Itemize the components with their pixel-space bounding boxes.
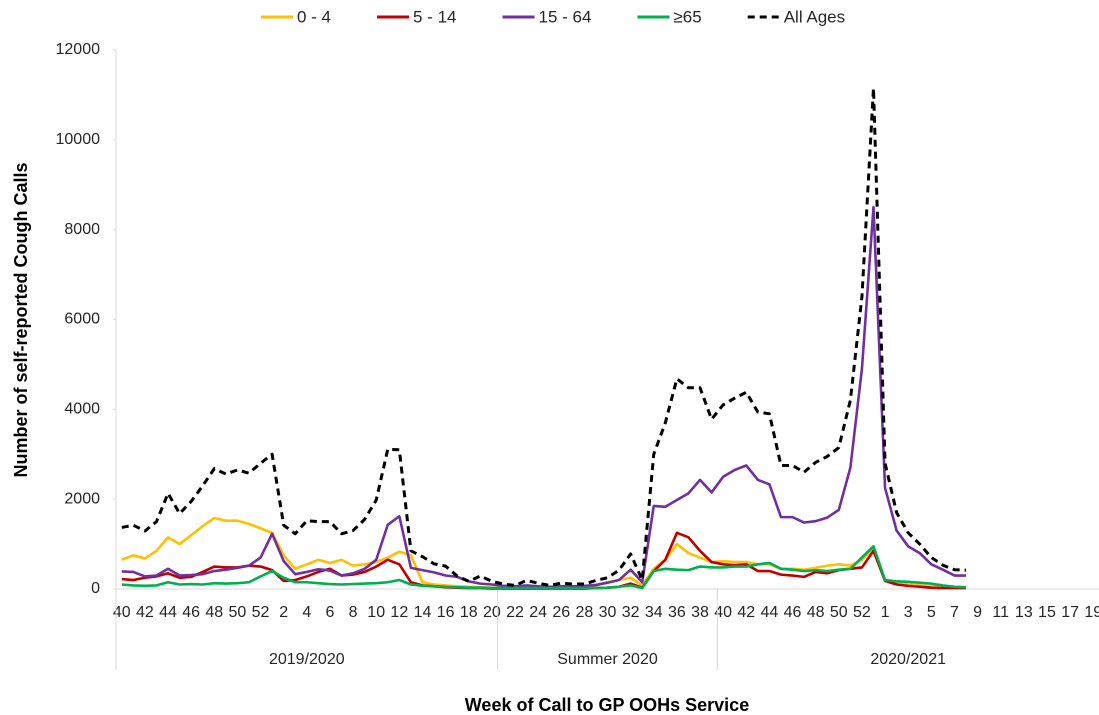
x-tick-label: 12 (390, 604, 408, 621)
x-tick-label: 18 (460, 604, 478, 621)
group-label: 2019/2020 (269, 651, 345, 668)
group-label: Summer 2020 (557, 651, 658, 668)
x-tick-label: 48 (807, 604, 825, 621)
x-tick-label: 50 (229, 604, 247, 621)
x-tick-label: 4 (302, 604, 311, 621)
legend-label: 15 - 64 (539, 7, 592, 26)
x-tick-label: 22 (506, 604, 524, 621)
x-tick-label: 34 (645, 604, 663, 621)
x-tick-label: 6 (325, 604, 334, 621)
x-tick-label: 16 (437, 604, 455, 621)
legend-label: ≥65 (673, 7, 701, 26)
x-tick-label: 28 (575, 604, 593, 621)
x-tick-label: 36 (668, 604, 686, 621)
x-tick-label: 40 (714, 604, 732, 621)
x-axis-title: Week of Call to GP OOHs Service (465, 695, 749, 715)
y-tick-label: 6000 (64, 311, 100, 328)
series-line (121, 545, 967, 590)
x-tick-label: 10 (367, 604, 385, 621)
x-tick-label: 52 (853, 604, 871, 621)
y-tick-label: 0 (91, 580, 100, 597)
x-tick-label: 19 (1084, 604, 1099, 621)
legend-label: 0 - 4 (297, 7, 331, 26)
x-tick-label: 11 (992, 604, 1009, 621)
x-tick-label: 2 (279, 604, 288, 621)
y-axis-title: Number of self-reported Cough Calls (11, 162, 31, 477)
x-tick-label: 17 (1061, 604, 1079, 621)
x-tick-label: 5 (927, 604, 936, 621)
x-tick-label: 13 (1015, 604, 1033, 621)
series-line (121, 531, 967, 590)
x-tick-label: 38 (691, 604, 709, 621)
x-tick-label: 40 (113, 604, 131, 621)
x-tick-label: 48 (205, 604, 223, 621)
x-tick-label: 52 (252, 604, 270, 621)
y-tick-label: 8000 (64, 221, 100, 238)
x-tick-label: 3 (904, 604, 913, 621)
x-tick-label: 44 (761, 604, 779, 621)
x-tick-label: 20 (483, 604, 501, 621)
x-tick-label: 15 (1038, 604, 1056, 621)
y-tick-label: 12000 (56, 41, 101, 58)
y-tick-label: 4000 (64, 401, 100, 418)
x-tick-label: 32 (622, 604, 640, 621)
y-tick-label: 10000 (56, 131, 101, 148)
x-tick-label: 46 (784, 604, 802, 621)
x-tick-label: 9 (973, 604, 982, 621)
group-label: 2020/2021 (870, 651, 946, 668)
x-tick-label: 30 (599, 604, 617, 621)
x-tick-label: 7 (950, 604, 959, 621)
x-tick-label: 8 (349, 604, 358, 621)
x-tick-label: 44 (159, 604, 177, 621)
x-tick-label: 42 (136, 604, 154, 621)
x-tick-label: 50 (830, 604, 848, 621)
legend-label: All Ages (784, 7, 845, 26)
series-line (121, 86, 967, 587)
x-tick-label: 1 (881, 604, 890, 621)
x-tick-label: 14 (414, 604, 432, 621)
x-tick-label: 46 (182, 604, 200, 621)
series-line (121, 205, 967, 589)
y-tick-label: 2000 (64, 490, 100, 507)
legend-label: 5 - 14 (413, 7, 456, 26)
x-tick-label: 24 (529, 604, 547, 621)
series-line (121, 516, 967, 589)
x-tick-label: 26 (552, 604, 570, 621)
x-tick-label: 42 (737, 604, 755, 621)
